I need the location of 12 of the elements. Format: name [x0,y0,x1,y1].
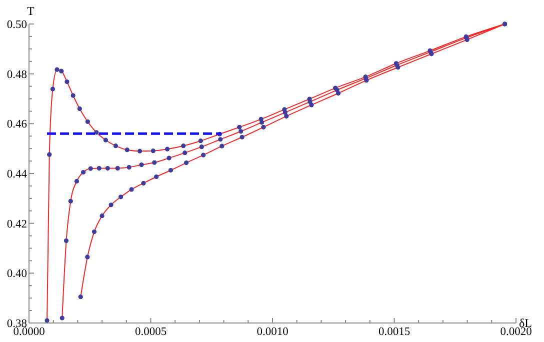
y-axis-title: T [27,4,35,18]
x-tick-label: 0.0015 [378,326,410,338]
y-tick-label: 0.44 [6,168,28,180]
x-tick-label: 0.0010 [256,326,289,338]
x-tick-label: 0.0020 [500,326,532,338]
y-tick-label: 0.50 [6,19,28,31]
y-tick-label: 0.46 [6,118,28,131]
x-tick-label: 0.0005 [134,326,167,338]
y-tick-label: 0.40 [6,268,28,280]
y-tick-label: 0.42 [6,218,28,230]
x-tick-label: 0.0000 [13,326,46,338]
y-tick-label: 0.48 [6,68,28,81]
